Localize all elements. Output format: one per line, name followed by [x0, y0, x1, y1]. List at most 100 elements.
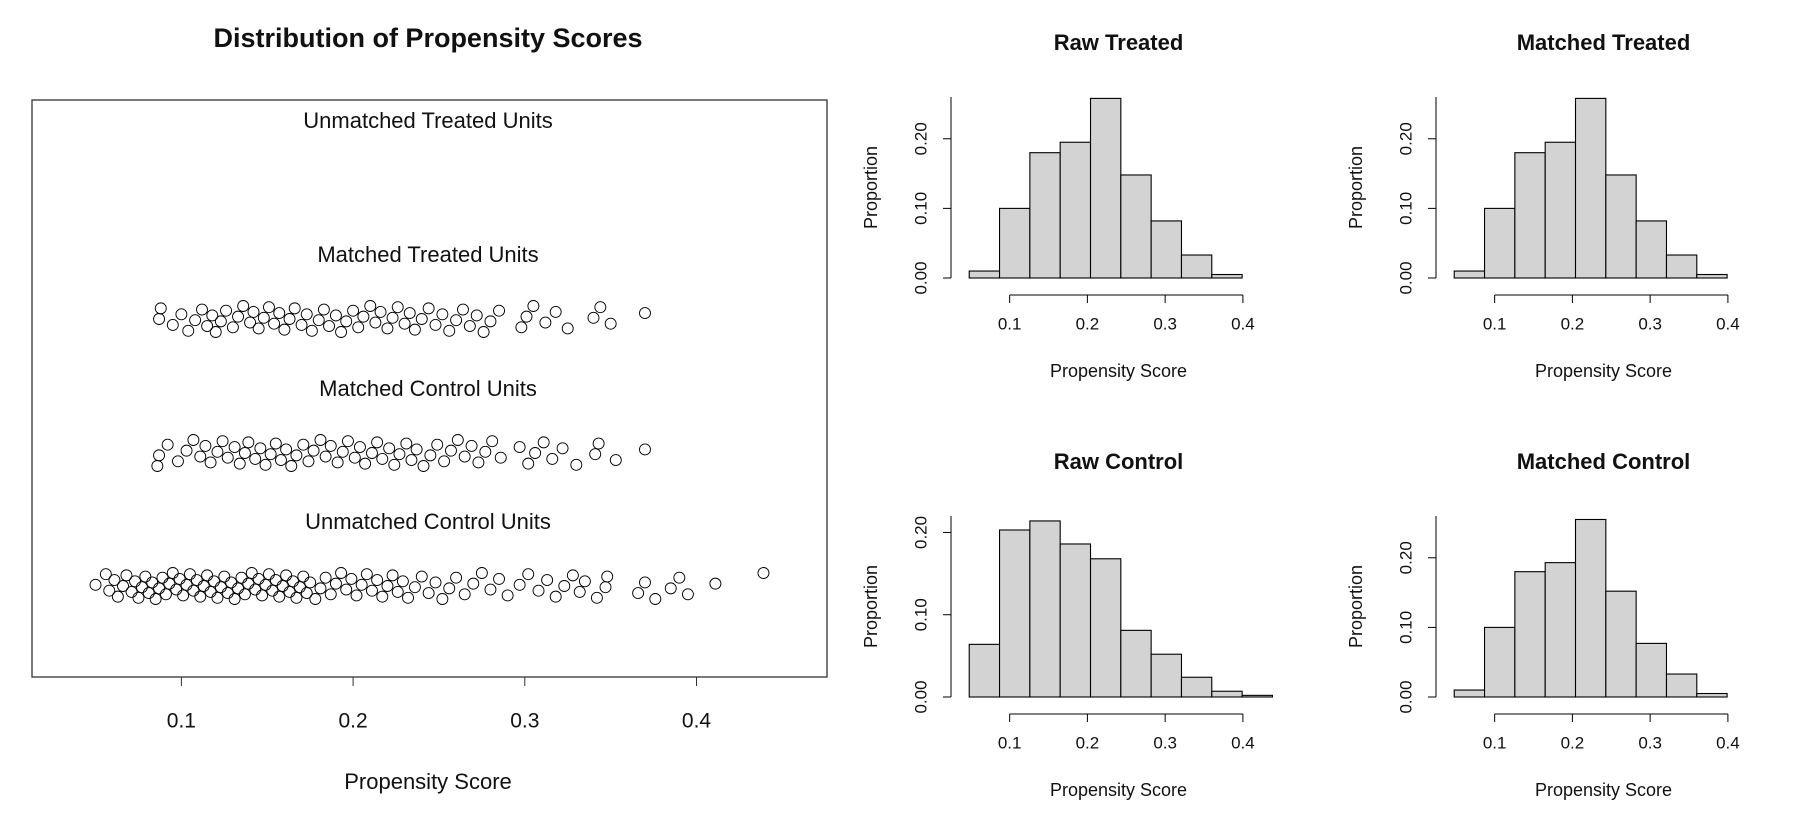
point — [391, 585, 404, 598]
point — [513, 578, 526, 591]
bar — [1029, 520, 1061, 698]
point — [288, 302, 301, 315]
point — [237, 300, 250, 312]
point — [269, 574, 282, 587]
point — [275, 454, 287, 467]
point — [153, 449, 166, 462]
bar — [1514, 152, 1546, 279]
point — [163, 577, 176, 590]
point — [443, 324, 456, 337]
point — [263, 301, 275, 314]
x-tick-label: 0.3 — [1153, 314, 1177, 333]
panel-title: Raw Treated — [1054, 30, 1184, 55]
bar — [1180, 676, 1213, 698]
point — [436, 308, 449, 321]
point — [214, 581, 227, 594]
point — [757, 567, 770, 579]
point — [639, 443, 651, 456]
point — [305, 324, 318, 337]
point — [290, 591, 303, 604]
chart-title: Distribution of Propensity Scores — [213, 23, 642, 53]
point — [477, 326, 490, 338]
bar — [1544, 562, 1577, 698]
bar — [1029, 152, 1061, 279]
point — [266, 584, 279, 597]
point — [232, 582, 244, 595]
point — [249, 452, 262, 465]
point — [443, 582, 456, 595]
group-label: Matched Control Units — [319, 376, 537, 401]
point — [331, 456, 344, 469]
point — [214, 315, 227, 328]
point — [587, 311, 600, 324]
point — [371, 574, 384, 587]
point — [403, 307, 416, 320]
point — [366, 447, 378, 459]
y-axis-title: Proportion — [1346, 565, 1366, 648]
point — [225, 576, 238, 589]
point — [357, 310, 370, 323]
point — [467, 577, 480, 590]
x-tick-label: 0.4 — [682, 710, 712, 733]
point — [429, 318, 442, 331]
point — [422, 587, 435, 600]
point — [673, 571, 686, 584]
point — [408, 323, 421, 336]
point — [323, 320, 336, 333]
point — [345, 572, 358, 585]
point — [314, 582, 327, 595]
point — [415, 570, 428, 583]
point — [639, 307, 651, 320]
bar — [1150, 653, 1183, 698]
point — [335, 326, 348, 338]
point — [445, 444, 457, 457]
point — [194, 450, 207, 463]
point — [280, 443, 293, 456]
point — [252, 572, 265, 585]
point — [396, 575, 409, 588]
point — [590, 591, 603, 604]
point — [484, 583, 497, 596]
point — [273, 307, 286, 320]
point — [366, 584, 378, 597]
point — [340, 583, 353, 596]
point — [549, 590, 562, 603]
x-tick-label: 0.2 — [1076, 314, 1100, 333]
bar — [1696, 692, 1728, 698]
point — [216, 435, 229, 448]
point — [314, 434, 327, 446]
point — [609, 454, 622, 467]
point — [108, 574, 121, 587]
bar — [1059, 141, 1092, 279]
bar — [1665, 673, 1698, 698]
point — [539, 316, 552, 329]
point — [161, 438, 174, 451]
point — [293, 581, 306, 594]
x-tick-label: 0.3 — [1638, 733, 1662, 752]
point — [400, 437, 413, 450]
point — [317, 303, 330, 316]
bar — [1696, 273, 1728, 279]
x-tick-label: 0.4 — [1231, 733, 1255, 752]
point — [208, 575, 220, 588]
point — [417, 460, 430, 472]
bar — [1514, 571, 1546, 698]
x-tick-label: 0.3 — [1638, 314, 1662, 333]
y-tick-label: 0.20 — [911, 122, 930, 155]
bar — [1665, 254, 1698, 279]
point — [269, 437, 282, 450]
point — [257, 311, 270, 324]
panel-title: Matched Control — [1517, 449, 1691, 474]
point — [450, 314, 463, 327]
bar — [1483, 626, 1516, 698]
point — [529, 447, 542, 459]
point — [300, 308, 313, 321]
point — [381, 322, 394, 335]
bar — [968, 270, 1001, 279]
point — [211, 445, 224, 458]
x-tick-label: 0.2 — [1076, 733, 1100, 752]
point — [589, 448, 602, 461]
point — [221, 587, 234, 600]
point — [129, 575, 141, 588]
point — [493, 572, 505, 585]
